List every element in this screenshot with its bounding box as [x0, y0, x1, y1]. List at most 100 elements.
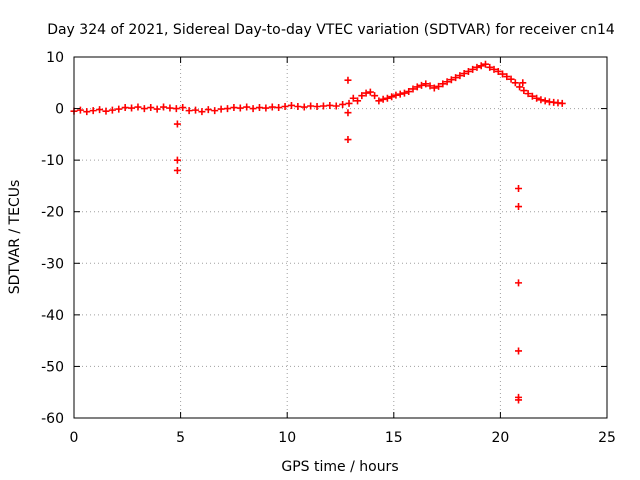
data-point [413, 83, 421, 91]
data-point [236, 104, 244, 112]
data-point [375, 97, 383, 105]
y-tick-label: -20 [41, 205, 64, 221]
data-point [313, 103, 321, 111]
data-point [392, 91, 400, 99]
data-point [192, 106, 200, 114]
x-tick-label: 10 [278, 430, 296, 446]
data-point [371, 92, 379, 100]
data-point [339, 100, 347, 108]
data-point [287, 101, 295, 109]
data-point [499, 70, 507, 78]
y-tick-label: -30 [41, 256, 64, 272]
y-tick-label: -50 [41, 359, 64, 375]
data-point [185, 107, 193, 115]
data-point [515, 279, 523, 287]
data-point [520, 87, 528, 95]
y-tick-label: 0 [55, 102, 64, 118]
data-point [224, 105, 232, 113]
plot-frame [73, 56, 608, 419]
data-point [128, 104, 136, 112]
data-point [344, 136, 352, 144]
data-point [507, 75, 515, 83]
data-point [173, 156, 181, 164]
data-point [515, 396, 523, 404]
data-point [230, 104, 238, 112]
data-point [326, 101, 334, 109]
data-point [516, 83, 524, 91]
data-point [494, 67, 502, 75]
data-point [121, 104, 129, 112]
data-point [447, 76, 455, 84]
data-point [217, 105, 225, 113]
y-tick-label: 10 [46, 50, 64, 66]
data-point [294, 103, 302, 111]
data-point [108, 106, 116, 114]
data-point [83, 108, 91, 116]
data-point [443, 78, 451, 86]
data-point [426, 82, 434, 90]
data-point [281, 103, 289, 111]
data-point [275, 104, 283, 112]
data-point [173, 166, 181, 174]
data-point [452, 74, 460, 82]
data-point [515, 203, 523, 211]
data-point [354, 97, 362, 105]
data-point [422, 80, 430, 88]
y-tick-label: -40 [41, 308, 64, 324]
data-point [249, 105, 257, 113]
axis-ticks: 0 5 10 15 20 25 -60 -50 -40 -30 -20 -10 0 10 [41, 50, 616, 446]
data-point [362, 89, 370, 97]
data-point [300, 103, 308, 111]
data-point [503, 73, 511, 81]
data-point [409, 85, 417, 93]
data-point [198, 108, 206, 116]
data-point [96, 106, 104, 114]
data-point [396, 90, 404, 98]
data-point [160, 103, 168, 111]
data-point [515, 347, 523, 355]
data-point [166, 104, 174, 112]
data-point [102, 107, 110, 115]
data-point [477, 62, 485, 70]
data-point [388, 93, 396, 101]
data-point [486, 63, 494, 71]
x-tick-label: 25 [598, 430, 616, 446]
data-point [268, 103, 276, 111]
data-point [172, 105, 180, 113]
data-point [481, 60, 489, 68]
x-tick-label: 15 [385, 430, 403, 446]
data-point [76, 106, 84, 114]
data-point [262, 104, 270, 112]
data-point [344, 109, 352, 117]
chart-title: Day 324 of 2021, Sidereal Day-to-day VTE… [47, 22, 615, 38]
y-tick-label: -10 [41, 153, 64, 169]
data-point [405, 88, 413, 96]
data-point [435, 82, 443, 90]
data-point [460, 70, 468, 78]
data-point [383, 94, 391, 102]
data-point [349, 94, 357, 102]
data-point [344, 76, 352, 84]
data-point [345, 99, 353, 107]
data-point [379, 95, 387, 103]
data-point [490, 65, 498, 73]
data-point [366, 88, 374, 96]
data-point [332, 102, 340, 110]
x-tick-label: 0 [70, 430, 79, 446]
data-point [147, 104, 155, 112]
data-point [519, 79, 527, 87]
data-point [140, 105, 148, 113]
data-point [153, 105, 161, 113]
x-tick-label: 5 [176, 430, 185, 446]
x-tick-label: 20 [491, 430, 509, 446]
data-point [469, 65, 477, 73]
data-point [319, 102, 327, 110]
x-axis-label: GPS time / hours [281, 459, 398, 475]
data-point [533, 94, 541, 102]
data-point [537, 96, 545, 104]
data-point [400, 89, 408, 97]
data-point [204, 106, 212, 114]
data-point [211, 107, 219, 115]
data-point [179, 104, 187, 112]
